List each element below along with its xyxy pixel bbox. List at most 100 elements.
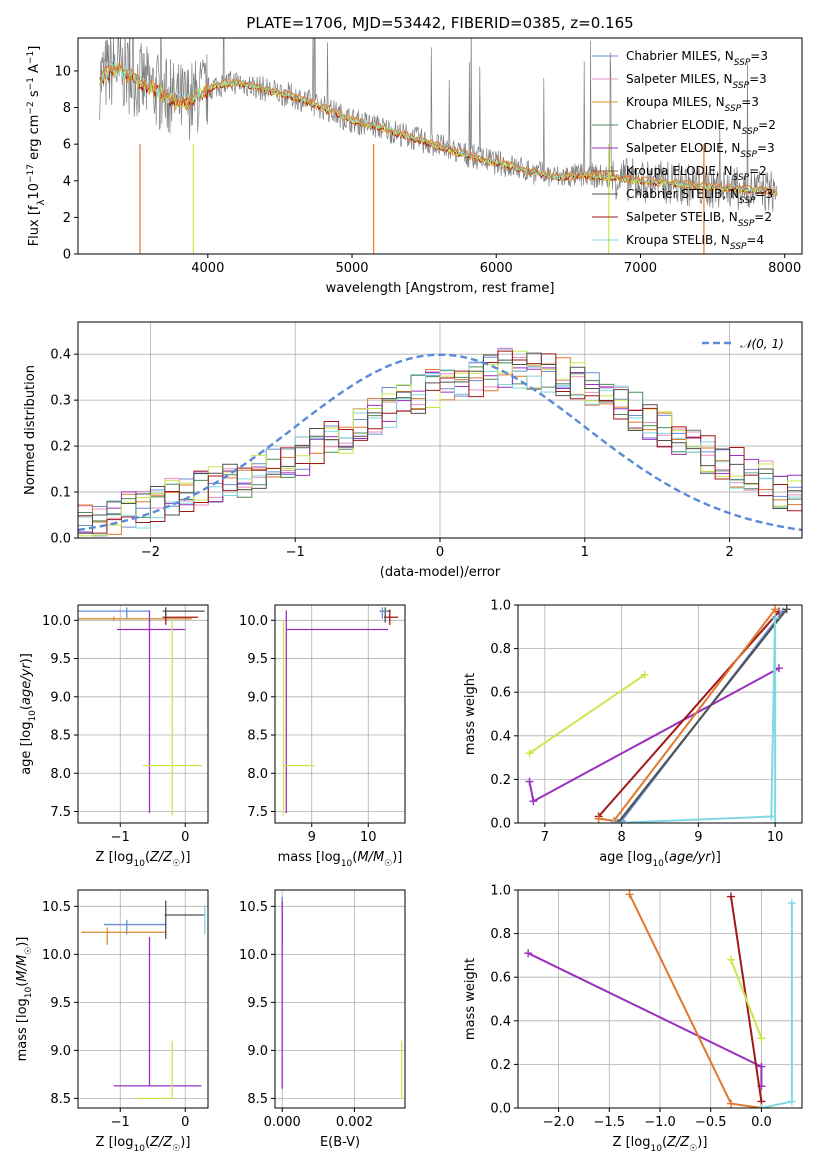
legend-eq: =2 — [749, 164, 767, 178]
y-axis-label-part: M/M — [15, 955, 30, 982]
x-axis-label-part: )] — [180, 850, 190, 865]
y-axis-label: mass [log10(M/M☉)] — [15, 937, 34, 1062]
y-axis-label: Normed distribution — [23, 365, 38, 495]
x-tick-label: 2 — [725, 545, 733, 560]
legend-eq: =2 — [754, 210, 772, 224]
axes-frame — [77, 889, 209, 1109]
legend-subscript: SSP — [742, 127, 759, 137]
x-tick-label: −1 — [111, 1115, 130, 1130]
legend-entry: Chabrier ELODIE, NSSP=2 — [626, 118, 776, 137]
mass-weight-line — [527, 952, 763, 1087]
x-axis-label-part: )] — [711, 850, 721, 865]
x-axis-label-part: )] — [180, 1135, 190, 1150]
x-tick-label: −0.5 — [695, 1115, 727, 1130]
y-tick-label: 0.6 — [490, 686, 511, 701]
age-vs-metallicity-panel: −1 07.58.08.59.09.510.0Z [log10(Z/Z☉)]age… — [19, 604, 209, 869]
x-tick-label: 0.000 — [264, 1115, 301, 1130]
y-tick-label: 10.0 — [239, 948, 268, 963]
y-tick-label: 8.5 — [247, 729, 268, 744]
legend-subscript: SSP — [730, 242, 747, 252]
x-axis-label: wavelength [Angstrom, rest frame] — [326, 281, 555, 296]
y-tick-label: 10.0 — [42, 948, 71, 963]
y-tick-label: 0.0 — [50, 532, 71, 547]
mass-weight-line — [613, 618, 777, 823]
x-tick-label: 9 — [694, 830, 702, 845]
x-axis-label-part: ( — [664, 850, 669, 865]
y-axis-label-part: ] — [27, 46, 42, 51]
y-tick-label: 6 — [63, 138, 71, 153]
y-axis-label-part: ( — [15, 982, 30, 987]
y-axis-label-part: A — [27, 64, 42, 77]
x-axis-label-part: Z [log — [96, 1135, 134, 1150]
y-tick-label: 0.3 — [50, 394, 71, 409]
mass-weight-marker — [640, 670, 649, 679]
legend-text: Kroupa STELIB, N — [626, 233, 730, 247]
y-axis-label-part: 10 — [24, 986, 34, 998]
y-tick-label: 8.5 — [247, 1092, 268, 1107]
y-axis-label-part: ( — [19, 705, 34, 710]
y-axis-label-part: age [log — [19, 722, 34, 775]
legend-eq: =3 — [749, 72, 767, 86]
y-axis-label-part: ☉ — [24, 947, 34, 955]
legend-entry: Chabrier STELIB, NSSP=3 — [626, 187, 773, 206]
mass-weight-marker — [529, 797, 538, 806]
y-tick-label: 0.4 — [490, 1014, 511, 1029]
legend-entry: Salpeter MILES, NSSP=3 — [626, 72, 767, 91]
x-axis-label: (data-model)/error — [380, 565, 501, 580]
y-tick-label: 0.2 — [50, 440, 71, 455]
y-axis-label-part: age/yr — [19, 662, 34, 705]
y-axis-label: Flux [fλ10−17 erg cm−2 s−1 A−1] — [26, 46, 47, 247]
mass-weight-line — [730, 959, 763, 1039]
x-axis-label-part: M/M — [357, 850, 384, 865]
y-tick-label: 9.5 — [50, 652, 71, 667]
x-axis-label-part: ☉ — [172, 859, 180, 869]
x-axis-label-part: Z/Z — [666, 1135, 690, 1150]
x-tick-label: 7 — [541, 830, 549, 845]
legend-entry: Kroupa MILES, NSSP=3 — [626, 95, 759, 114]
x-axis-label-part: 10 — [650, 1144, 662, 1154]
axes-frame — [517, 604, 803, 824]
y-tick-label: 0.0 — [490, 1102, 511, 1117]
y-axis-label-part: −2 — [26, 101, 36, 114]
x-tick-label: −2 — [141, 545, 160, 560]
y-tick-label: 1.0 — [490, 599, 511, 614]
x-axis-label-part: 10 — [133, 1144, 145, 1154]
mass-weight-line — [617, 608, 788, 823]
y-axis-label-part: erg cm — [27, 115, 42, 164]
x-axis-label-part: 10 — [652, 859, 664, 869]
mass-weight-marker — [727, 955, 735, 964]
x-tick-label: 8000 — [768, 261, 801, 276]
y-tick-label: 0.1 — [50, 486, 71, 501]
mass-vs-metallicity-panel: −1 08.59.09.510.010.5Z [log10(Z/Z☉)]mass … — [15, 889, 209, 1154]
x-tick-label: −2.0 — [543, 1115, 575, 1130]
y-tick-label: 10.5 — [42, 900, 71, 915]
legend-entry: Kroupa STELIB, NSSP=4 — [626, 233, 764, 252]
y-axis-label: age [log10(age/yr)] — [19, 653, 38, 775]
x-axis-label-part: ( — [145, 850, 150, 865]
x-axis-label: Z [log10(Z/Z☉)] — [96, 1135, 191, 1154]
mass-weight-marker — [525, 777, 534, 786]
x-tick-label: −1.0 — [644, 1115, 676, 1130]
legend-entry: Salpeter STELIB, NSSP=2 — [626, 210, 772, 229]
y-tick-label: 0.4 — [50, 348, 71, 363]
y-axis-label-part: −17 — [26, 164, 36, 183]
mass-weight-marker — [782, 605, 791, 614]
normal-distribution-curve — [77, 353, 803, 532]
x-axis-label: age [log10(age/yr)] — [599, 850, 721, 869]
x-axis-label-part: )] — [392, 850, 402, 865]
mass-weight-marker — [609, 819, 618, 823]
y-axis-label-part: s — [27, 90, 42, 101]
y-axis-label: mass weight — [463, 673, 478, 755]
x-axis-label-part: Z/Z — [149, 850, 173, 865]
y-axis-label-part: 10 — [28, 710, 38, 722]
mass-weight-line — [528, 673, 646, 755]
x-tick-label: 0 — [436, 545, 444, 560]
y-tick-label: 0.2 — [490, 773, 511, 788]
x-tick-label: 0.0 — [751, 1115, 772, 1130]
y-axis-label: mass weight — [463, 958, 478, 1040]
mass-weight-marker — [727, 1099, 735, 1108]
y-axis-label-part: λ — [36, 199, 47, 205]
legend-entry: Kroupa ELODIE, NSSP=2 — [626, 164, 767, 183]
y-axis-label-part: mass [log — [15, 998, 30, 1061]
